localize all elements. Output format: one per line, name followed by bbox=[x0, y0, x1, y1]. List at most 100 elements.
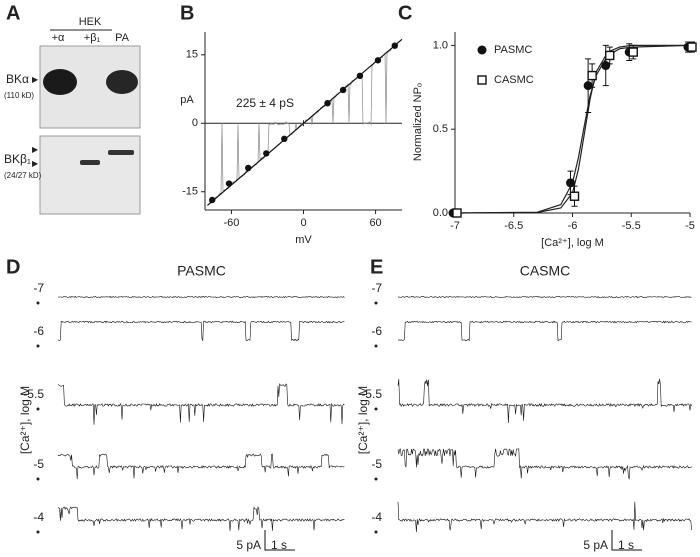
level-label: -7 bbox=[371, 281, 382, 295]
x-tick-label: -6 bbox=[568, 220, 578, 232]
level-label: -5.5 bbox=[23, 387, 44, 401]
point bbox=[356, 72, 364, 80]
arrow: ▶ bbox=[32, 75, 39, 84]
trace bbox=[57, 383, 345, 425]
scale-label: 5 pA bbox=[583, 538, 608, 552]
level-dot bbox=[374, 407, 378, 411]
level-dot bbox=[36, 301, 40, 305]
panel-label: E bbox=[370, 256, 383, 278]
lane-label: +β₁ bbox=[84, 32, 101, 44]
level-dot bbox=[36, 407, 40, 411]
point bbox=[245, 164, 252, 172]
y-tick-label: 15 bbox=[186, 49, 198, 61]
point bbox=[452, 208, 462, 218]
level-label: -6 bbox=[33, 324, 44, 338]
band bbox=[43, 69, 77, 95]
trace-y-label: [Ca²⁺], log M bbox=[18, 386, 32, 454]
x-axis-label: [Ca²⁺], log M bbox=[541, 237, 604, 249]
point bbox=[391, 42, 398, 49]
level-dot bbox=[374, 477, 378, 481]
x-axis-label: mV bbox=[295, 234, 312, 246]
trace bbox=[397, 501, 692, 533]
trace bbox=[397, 295, 692, 299]
band-name: BKβ₁ bbox=[4, 152, 31, 166]
annotation: 225 ± 4 pS bbox=[236, 96, 294, 110]
level-dot bbox=[374, 344, 378, 348]
band-name: BKα bbox=[6, 72, 29, 86]
fit-curve bbox=[454, 44, 691, 214]
trace-title: CASMC bbox=[520, 263, 571, 279]
legend-label: PASMC bbox=[494, 44, 532, 56]
lane-label: +α bbox=[52, 32, 65, 44]
arrow: ▶ bbox=[32, 145, 39, 154]
point bbox=[281, 135, 288, 142]
point bbox=[569, 191, 580, 201]
y-tick-label: -15 bbox=[182, 186, 198, 198]
x-tick-label: -60 bbox=[223, 217, 239, 229]
legend-marker bbox=[477, 45, 487, 55]
blot-group: HEK bbox=[79, 16, 102, 28]
band-size: (24/27 kD) bbox=[4, 171, 42, 180]
trace bbox=[57, 506, 345, 531]
x-tick-label: -6.5 bbox=[504, 220, 523, 232]
band bbox=[108, 150, 134, 155]
scale-bar bbox=[264, 530, 295, 551]
blot-bottom bbox=[39, 135, 141, 215]
x-tick-label: -5 bbox=[685, 220, 695, 232]
level-dot bbox=[36, 344, 40, 348]
point bbox=[605, 50, 615, 61]
point bbox=[628, 47, 638, 57]
trace bbox=[57, 453, 345, 480]
trace-title: PASMC bbox=[177, 263, 226, 279]
arrow: ▶ bbox=[32, 159, 39, 168]
y-tick-label: 0 bbox=[192, 117, 198, 129]
y-axis-label: pA bbox=[180, 94, 194, 106]
band bbox=[80, 160, 100, 165]
level-dot bbox=[374, 301, 378, 305]
lane-label: PA bbox=[115, 32, 130, 44]
legend-marker bbox=[477, 75, 487, 85]
trace-y-label: [Ca²⁺], log M bbox=[356, 386, 370, 454]
point bbox=[587, 70, 597, 81]
trace bbox=[397, 320, 692, 342]
point bbox=[583, 81, 593, 91]
scale-label: 1 s bbox=[618, 538, 634, 552]
point bbox=[566, 178, 575, 188]
level-label: -4 bbox=[33, 510, 44, 524]
y-tick-label: 0.5 bbox=[433, 123, 448, 135]
level-label: -5 bbox=[371, 457, 382, 471]
point bbox=[225, 180, 233, 187]
trace bbox=[397, 378, 692, 424]
point bbox=[324, 100, 331, 107]
x-tick-label: -5.5 bbox=[622, 220, 641, 232]
y-axis-label: Normalized NPₒ bbox=[412, 83, 424, 161]
point bbox=[339, 86, 347, 94]
legend-label: CASMC bbox=[494, 74, 534, 86]
point bbox=[687, 42, 697, 52]
level-dot bbox=[374, 530, 378, 534]
point bbox=[209, 196, 216, 204]
level-label: -6 bbox=[371, 324, 382, 338]
level-label: -7 bbox=[33, 281, 44, 295]
point bbox=[263, 150, 270, 157]
scale-label: 1 s bbox=[271, 538, 287, 552]
panel-label: D bbox=[6, 256, 20, 278]
trace bbox=[397, 448, 692, 480]
level-label: -5.5 bbox=[361, 387, 382, 401]
trace bbox=[57, 320, 345, 342]
point bbox=[601, 61, 611, 71]
level-label: -5 bbox=[33, 457, 44, 471]
x-tick-label: 60 bbox=[369, 217, 381, 229]
point bbox=[374, 57, 382, 64]
x-tick-label: -7 bbox=[450, 220, 460, 232]
band-size: (110 kD) bbox=[4, 91, 34, 100]
scale-bar bbox=[611, 530, 642, 551]
scale-label: 5 pA bbox=[236, 538, 261, 552]
level-label: -4 bbox=[371, 510, 382, 524]
level-dot bbox=[36, 530, 40, 534]
trace bbox=[57, 295, 345, 299]
y-tick-label: 0.0 bbox=[433, 207, 448, 219]
x-tick-label: 0 bbox=[300, 217, 306, 229]
panel-label: A bbox=[6, 2, 20, 24]
